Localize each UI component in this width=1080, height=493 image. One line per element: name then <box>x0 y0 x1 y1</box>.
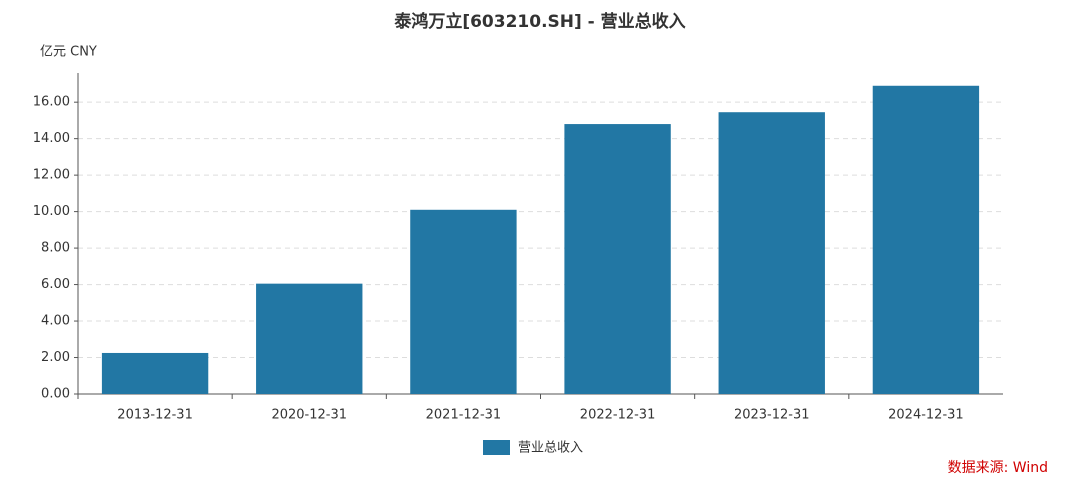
chart-title: 泰鸿万立[603210.SH] - 营业总收入 <box>394 11 685 32</box>
bar <box>256 283 363 394</box>
x-tick-label: 2023-12-31 <box>734 408 810 423</box>
x-tick-label: 2013-12-31 <box>117 408 193 423</box>
y-tick-label: 10.00 <box>33 204 70 219</box>
y-tick-label: 12.00 <box>33 168 70 183</box>
y-tick-label: 2.00 <box>41 350 70 365</box>
bar <box>872 85 980 395</box>
y-tick-label: 16.00 <box>33 95 70 110</box>
source-note: 数据来源: Wind <box>948 460 1048 476</box>
x-tick-label: 2021-12-31 <box>426 408 502 423</box>
y-tick-label: 4.00 <box>41 314 70 329</box>
legend-swatch <box>483 440 510 455</box>
x-tick-label: 2024-12-31 <box>888 408 964 423</box>
bar <box>564 124 671 395</box>
x-tick-label: 2020-12-31 <box>271 408 347 423</box>
y-tick-label: 6.00 <box>41 277 70 292</box>
bar <box>101 352 209 394</box>
y-tick-label: 8.00 <box>41 241 70 256</box>
y-axis-label: 亿元 CNY <box>40 45 97 60</box>
legend-label: 营业总收入 <box>518 441 583 456</box>
y-tick-label: 0.00 <box>41 387 70 402</box>
bar <box>718 112 825 394</box>
y-tick-label: 14.00 <box>33 131 70 146</box>
bar <box>410 209 517 394</box>
x-tick-label: 2022-12-31 <box>580 408 656 423</box>
